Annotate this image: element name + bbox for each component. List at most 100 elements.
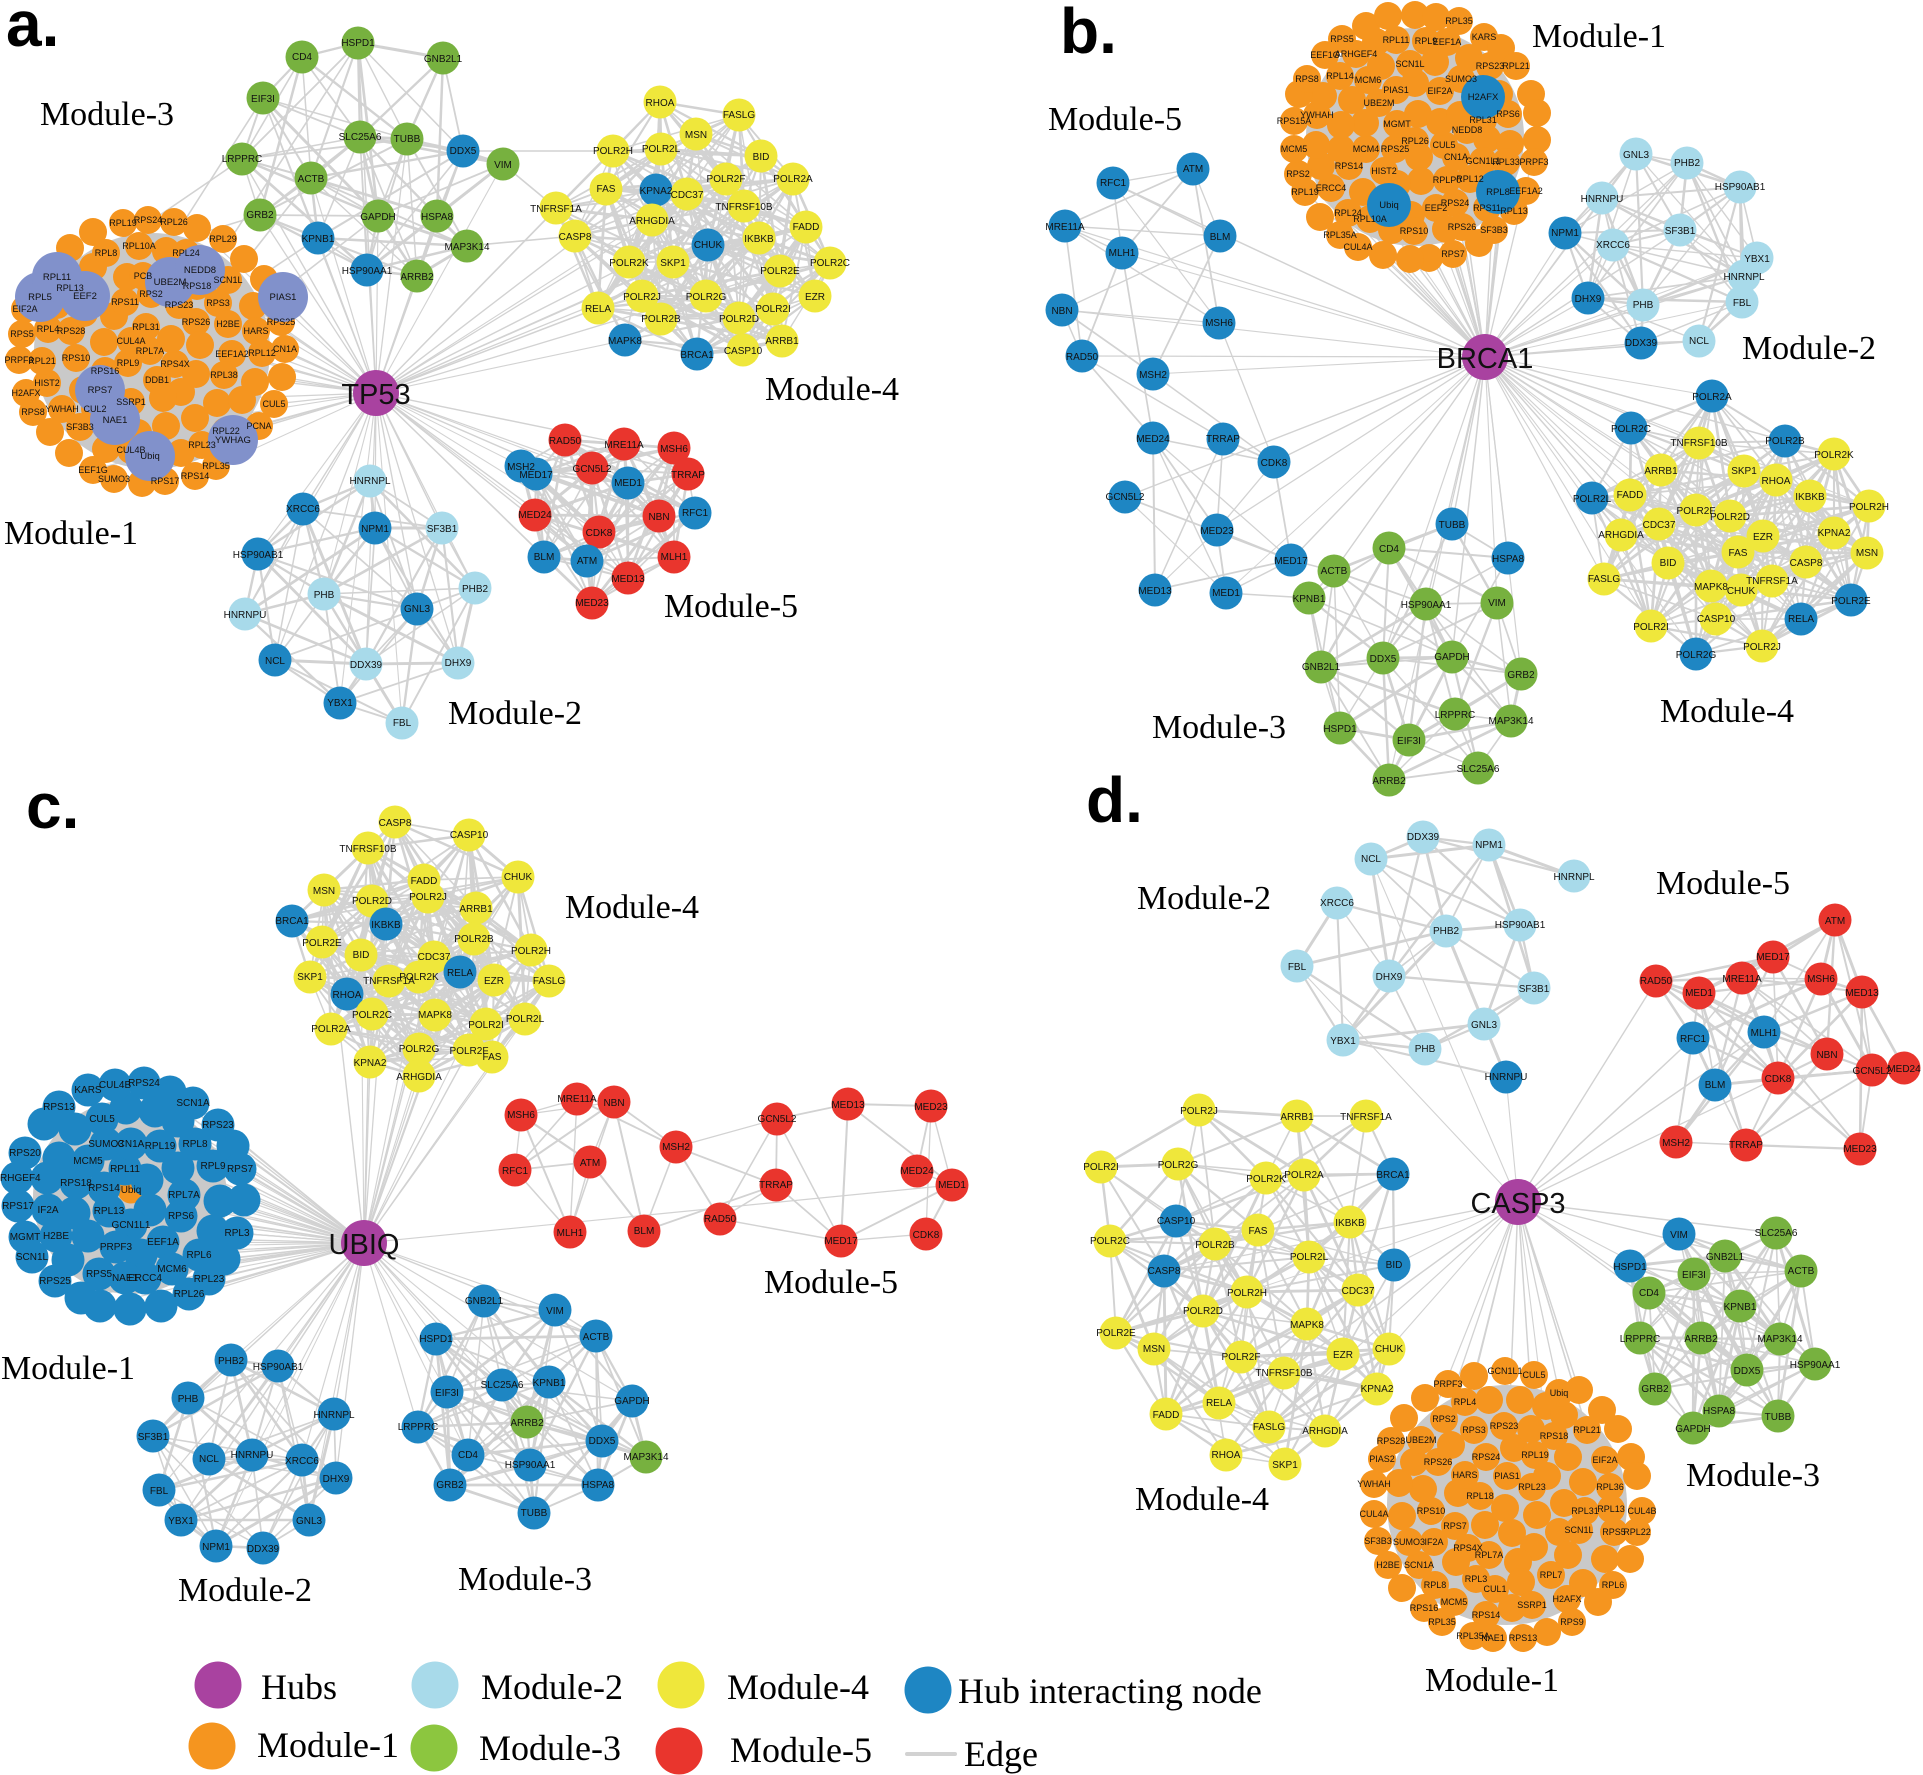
svg-text:RPL21: RPL21 <box>28 356 56 366</box>
svg-text:MSN: MSN <box>685 130 707 141</box>
svg-text:YBX1: YBX1 <box>1744 254 1770 265</box>
svg-text:TRRAP: TRRAP <box>1206 434 1240 445</box>
svg-text:RPL9: RPL9 <box>200 1161 225 1172</box>
svg-text:CDK8: CDK8 <box>1765 1074 1792 1085</box>
svg-text:HNRNPU: HNRNPU <box>231 1450 274 1461</box>
svg-text:MED17: MED17 <box>519 470 553 481</box>
svg-text:YWHAG: YWHAG <box>215 435 251 446</box>
svg-text:PRPF3: PRPF3 <box>4 355 33 365</box>
svg-text:YWHAH: YWHAH <box>1357 1479 1391 1489</box>
svg-text:POLR2L: POLR2L <box>642 144 681 155</box>
svg-text:XRCC6: XRCC6 <box>1320 898 1354 909</box>
svg-text:POLR2A: POLR2A <box>1692 392 1732 403</box>
svg-text:DHX9: DHX9 <box>323 1474 350 1485</box>
svg-text:RPL13: RPL13 <box>94 1206 125 1217</box>
svg-text:RPS17: RPS17 <box>151 476 180 486</box>
svg-text:GNL3: GNL3 <box>404 604 431 615</box>
svg-text:YBX1: YBX1 <box>1330 1036 1356 1047</box>
svg-text:DDB1: DDB1 <box>145 375 169 385</box>
svg-text:POLR2C: POLR2C <box>1611 424 1651 435</box>
svg-text:Module-1: Module-1 <box>1425 1662 1559 1699</box>
svg-text:HSPD1: HSPD1 <box>341 38 375 49</box>
svg-text:RPL22: RPL22 <box>1623 1527 1651 1537</box>
svg-text:XRCC6: XRCC6 <box>1596 240 1630 251</box>
svg-text:RPL11: RPL11 <box>43 272 71 283</box>
svg-text:EEF1G: EEF1G <box>78 465 108 475</box>
svg-text:UBE2M: UBE2M <box>1405 1435 1436 1445</box>
svg-text:SF3B1: SF3B1 <box>427 524 458 535</box>
svg-text:KARS: KARS <box>74 1085 102 1096</box>
svg-text:EIF3I: EIF3I <box>251 94 275 105</box>
svg-text:ARRB1: ARRB1 <box>1280 1112 1314 1123</box>
svg-text:PRPF3: PRPF3 <box>1433 1379 1462 1389</box>
svg-text:HSP90AA1: HSP90AA1 <box>505 1460 556 1471</box>
svg-text:MSH6: MSH6 <box>1807 974 1835 985</box>
svg-text:TNFRSF1A: TNFRSF1A <box>530 204 582 215</box>
svg-text:Module-1: Module-1 <box>257 1725 399 1765</box>
svg-text:POLR2C: POLR2C <box>810 258 850 269</box>
svg-text:RPL24: RPL24 <box>172 248 200 258</box>
svg-text:YWHAH: YWHAH <box>45 404 79 414</box>
svg-text:POLR2L: POLR2L <box>1290 1252 1329 1263</box>
svg-text:BLM: BLM <box>634 1226 655 1237</box>
svg-text:FBL: FBL <box>1288 962 1307 973</box>
svg-text:TNFRSF1A: TNFRSF1A <box>1746 576 1798 587</box>
svg-text:RAD50: RAD50 <box>704 1214 737 1225</box>
svg-text:POLR2D: POLR2D <box>719 314 759 325</box>
svg-text:MSH6: MSH6 <box>507 1110 535 1121</box>
svg-text:RPL35A: RPL35A <box>1456 1631 1490 1641</box>
svg-text:CDK8: CDK8 <box>913 1230 940 1241</box>
svg-text:MED13: MED13 <box>611 574 645 585</box>
svg-text:Ubiq: Ubiq <box>1550 1388 1569 1398</box>
svg-text:MGMT: MGMT <box>10 1232 41 1243</box>
svg-text:CASP8: CASP8 <box>1148 1266 1181 1277</box>
svg-text:RPL31: RPL31 <box>1469 115 1497 125</box>
svg-text:PIAS1: PIAS1 <box>270 292 297 303</box>
svg-text:HSP90AA1: HSP90AA1 <box>1790 1360 1841 1371</box>
svg-text:RPS25: RPS25 <box>39 1276 71 1287</box>
svg-text:RPS7: RPS7 <box>88 385 113 396</box>
svg-text:EIF2A: EIF2A <box>1592 1455 1617 1465</box>
svg-text:MCM6: MCM6 <box>157 1264 187 1275</box>
svg-text:BLM: BLM <box>1210 232 1231 243</box>
svg-text:GRB2: GRB2 <box>1507 670 1535 681</box>
svg-text:HNRNPU: HNRNPU <box>1581 194 1624 205</box>
svg-text:NEDD8: NEDD8 <box>1452 125 1483 135</box>
svg-text:CUL5: CUL5 <box>1432 140 1455 150</box>
svg-text:CD4: CD4 <box>292 52 312 63</box>
svg-text:RPL35: RPL35 <box>1428 1617 1456 1627</box>
svg-text:MSN: MSN <box>1143 1344 1165 1355</box>
svg-text:ACTB: ACTB <box>1321 566 1348 577</box>
svg-text:EEF1A2: EEF1A2 <box>215 349 249 359</box>
svg-text:IF2A: IF2A <box>1424 1537 1443 1547</box>
svg-text:POLR2C: POLR2C <box>1090 1236 1130 1247</box>
svg-text:BID: BID <box>1386 1260 1403 1271</box>
svg-text:ARRB1: ARRB1 <box>1644 466 1678 477</box>
svg-text:RPS15A: RPS15A <box>1277 116 1312 126</box>
svg-text:Module-4: Module-4 <box>565 889 699 926</box>
svg-text:POLR2A: POLR2A <box>1284 1170 1324 1181</box>
svg-text:RPL23: RPL23 <box>1518 1482 1546 1492</box>
svg-text:EEF1A2: EEF1A2 <box>1509 186 1543 196</box>
svg-text:RPL4: RPL4 <box>37 324 60 334</box>
svg-text:ERCC4: ERCC4 <box>128 1273 162 1284</box>
svg-text:CASP8: CASP8 <box>1790 558 1823 569</box>
svg-text:Module-3: Module-3 <box>40 96 174 133</box>
svg-text:CD4: CD4 <box>1379 544 1399 555</box>
svg-text:RPL23: RPL23 <box>194 1274 225 1285</box>
svg-text:KPNA2: KPNA2 <box>1818 528 1851 539</box>
svg-text:RPS13: RPS13 <box>1509 1633 1538 1643</box>
svg-text:POLR2D: POLR2D <box>352 896 392 907</box>
svg-text:DHX9: DHX9 <box>445 658 472 669</box>
svg-text:RPL9: RPL9 <box>1415 36 1438 46</box>
svg-text:GRB2: GRB2 <box>246 210 274 221</box>
svg-text:HSPA8: HSPA8 <box>1703 1406 1735 1417</box>
svg-text:POLR2I: POLR2I <box>755 304 791 315</box>
svg-text:POLR2G: POLR2G <box>686 292 727 303</box>
svg-text:CASP8: CASP8 <box>379 818 412 829</box>
svg-text:XRCC6: XRCC6 <box>285 1456 319 1467</box>
svg-text:Module-5: Module-5 <box>664 588 798 625</box>
svg-text:RPS2: RPS2 <box>139 289 163 299</box>
svg-text:HIST2: HIST2 <box>34 378 60 388</box>
svg-text:MED13: MED13 <box>1138 586 1172 597</box>
